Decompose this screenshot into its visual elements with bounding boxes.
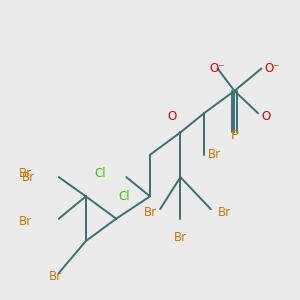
Text: Br: Br: [49, 270, 62, 283]
Text: O⁻: O⁻: [210, 62, 225, 75]
Text: Br: Br: [144, 206, 157, 219]
Text: P: P: [230, 129, 238, 142]
Text: O: O: [168, 110, 177, 123]
Text: Br: Br: [19, 167, 32, 181]
Text: O: O: [262, 110, 271, 123]
Text: Br: Br: [22, 171, 35, 184]
Text: Cl: Cl: [118, 190, 130, 203]
Text: Br: Br: [174, 231, 187, 244]
Text: O⁻: O⁻: [265, 62, 280, 75]
Text: Br: Br: [19, 215, 32, 228]
Text: Br: Br: [207, 148, 220, 161]
Text: Cl: Cl: [94, 167, 106, 181]
Text: Br: Br: [218, 206, 231, 219]
